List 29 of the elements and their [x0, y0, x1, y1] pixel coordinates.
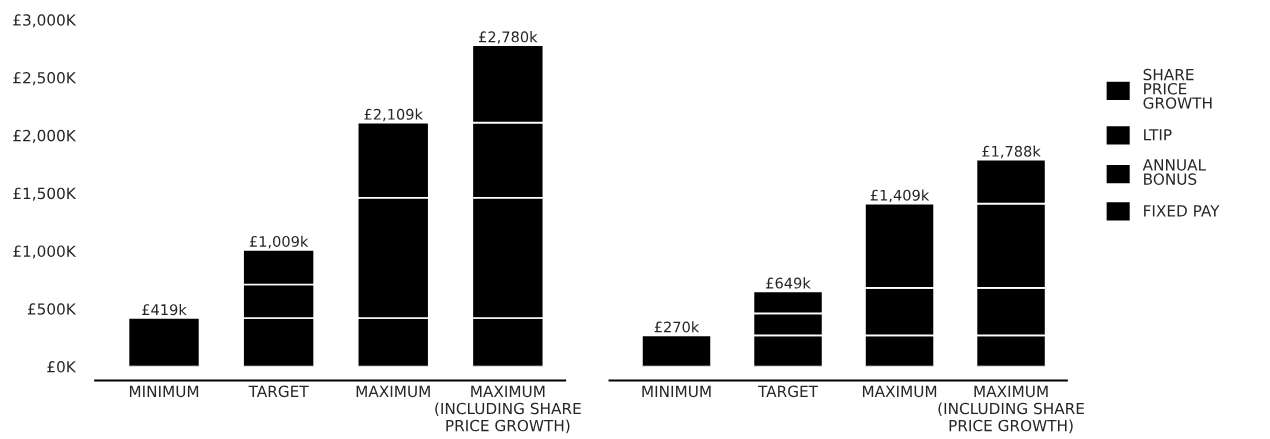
- legend-label: ANNUAL BONUS: [1142, 159, 1206, 185]
- bar: [127, 317, 201, 367]
- x-tick-label: MAXIMUM (INCLUDING SHARE PRICE GROWTH): [435, 385, 581, 434]
- bar: [641, 334, 712, 367]
- y-tick-label: £3,000K: [13, 14, 77, 28]
- y-tick-label: £2,500K: [13, 72, 77, 86]
- y-tick-label: £1,000K: [13, 245, 77, 259]
- x-tick-label: TARGET: [248, 385, 309, 398]
- total-label: £1,788k: [982, 145, 1041, 159]
- x-tick-label: TARGET: [757, 385, 819, 398]
- legend-label: LTIP: [1144, 129, 1172, 141]
- x-tick-label: MAXIMUM: [356, 385, 430, 398]
- y-tick-label: £0K: [47, 361, 77, 373]
- legend-label: SHARE PRICE GROWTH: [1143, 68, 1212, 109]
- x-tick-label: MAXIMUM (INCLUDING SHARE PRICE GROWTH): [938, 385, 1084, 434]
- total-label: £419k: [142, 303, 187, 316]
- x-tick-label: MINIMUM: [129, 385, 199, 398]
- total-label: £2,109k: [364, 108, 423, 122]
- y-tick-label: £2,000K: [13, 129, 77, 143]
- x-tick-label: MINIMUM: [642, 385, 711, 398]
- x-tick-label: MAXIMUM: [862, 385, 937, 398]
- total-label: £1,409k: [870, 189, 930, 203]
- total-label: £270k: [654, 321, 700, 333]
- y-tick-label: £1,500K: [13, 187, 77, 201]
- total-label: £649k: [766, 277, 811, 289]
- legend-label: FIXED PAY: [1144, 205, 1220, 217]
- total-label: £2,780k: [479, 31, 538, 44]
- total-label: £1,009k: [249, 235, 309, 249]
- y-tick-label: £500K: [27, 303, 77, 315]
